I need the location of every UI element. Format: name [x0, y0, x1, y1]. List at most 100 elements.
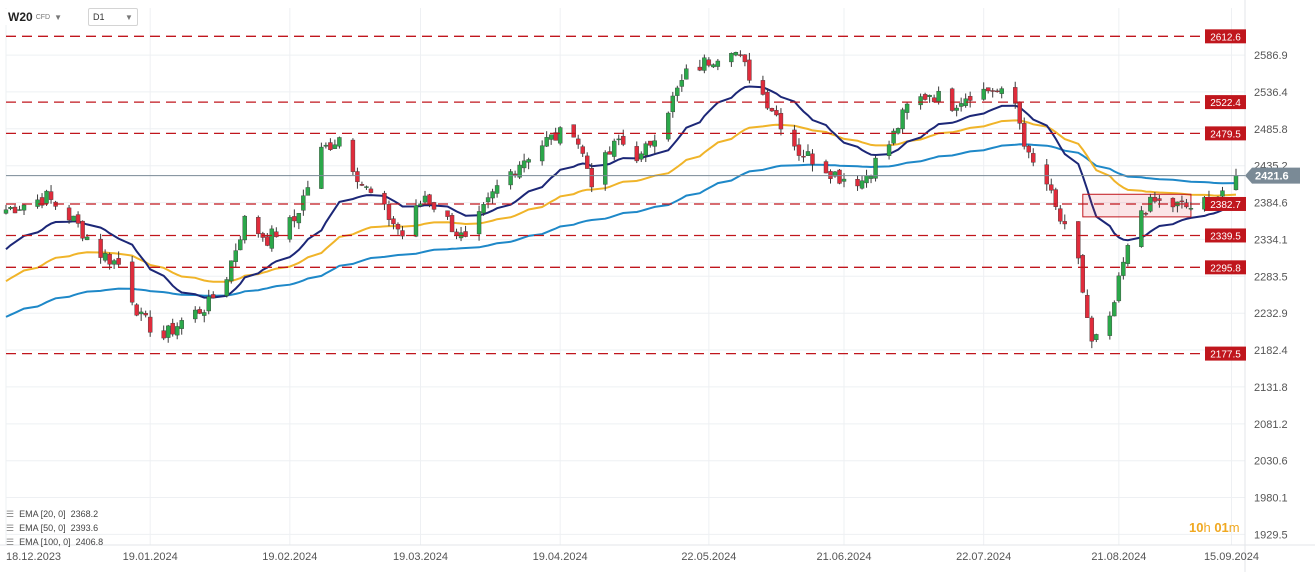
- candle: [670, 91, 676, 118]
- candle: [548, 134, 554, 145]
- candle-body: [900, 109, 905, 130]
- candle-body: [886, 144, 892, 156]
- candle-body: [1062, 221, 1067, 225]
- candle-body: [296, 213, 302, 224]
- candle-body: [544, 137, 549, 147]
- candle-body: [666, 112, 671, 140]
- candle: [904, 102, 910, 120]
- candle-body: [873, 157, 878, 179]
- candle: [305, 180, 311, 196]
- countdown-hours-unit: h: [1203, 520, 1211, 535]
- candle-body: [1184, 202, 1189, 208]
- candle-body: [35, 199, 40, 207]
- candle: [274, 227, 279, 238]
- level-label-bg: [1205, 260, 1246, 275]
- level-label-bg: [1205, 29, 1246, 44]
- candle-body: [1076, 221, 1081, 259]
- candle: [679, 74, 685, 92]
- candle: [985, 87, 991, 94]
- legend-item-ema100[interactable]: ☰ EMA [100, 0] 2406.8: [6, 535, 103, 549]
- legend-ema20-value: 2368.2: [70, 509, 99, 519]
- candle: [603, 150, 608, 191]
- candle: [111, 258, 117, 269]
- candle: [747, 52, 752, 84]
- candle: [242, 215, 247, 244]
- candle: [792, 125, 797, 151]
- candle-body: [1152, 197, 1158, 202]
- candle: [418, 200, 423, 208]
- candle: [211, 291, 216, 299]
- candle: [702, 54, 707, 74]
- candle: [1080, 254, 1086, 294]
- candle-body: [517, 164, 522, 178]
- candle-body: [526, 159, 531, 163]
- candle-body: [697, 66, 703, 71]
- candle: [66, 204, 72, 224]
- legend-item-ema20[interactable]: ☰ EMA [20, 0] 2368.2: [6, 507, 103, 521]
- candle: [900, 107, 905, 134]
- candle-body: [1170, 197, 1176, 208]
- candle: [697, 59, 703, 72]
- candle-body: [319, 146, 324, 189]
- candle: [675, 85, 680, 102]
- candle-body: [603, 152, 608, 185]
- candle-body: [134, 304, 139, 316]
- candle-body: [891, 130, 896, 144]
- candle: [769, 107, 775, 112]
- price-tick-label: 2232.9: [1254, 308, 1288, 320]
- candle: [179, 317, 184, 335]
- candle-body: [206, 296, 211, 312]
- candle: [1076, 221, 1081, 265]
- candle-body: [1031, 153, 1036, 163]
- candle: [733, 51, 739, 57]
- candle-body: [84, 236, 90, 241]
- candle-body: [17, 209, 22, 211]
- candle: [999, 86, 1004, 99]
- price-tick-label: 2384.6: [1254, 198, 1288, 210]
- candle: [1107, 311, 1113, 340]
- candle: [53, 200, 58, 210]
- candle: [193, 306, 198, 323]
- candle: [368, 186, 374, 194]
- candle: [864, 169, 869, 188]
- candle-body: [21, 204, 27, 211]
- candle: [1125, 243, 1131, 267]
- candle-body: [129, 261, 135, 303]
- candle: [161, 325, 166, 341]
- timeframe-selector[interactable]: D1 ▼: [88, 8, 138, 26]
- candle-body: [39, 197, 45, 206]
- candle-body: [350, 139, 356, 172]
- candle-body: [8, 207, 13, 209]
- candle: [742, 54, 748, 67]
- price-tick-label: 1980.1: [1254, 493, 1288, 505]
- candle-body: [193, 309, 198, 320]
- legend-item-ema50[interactable]: ☰ EMA [50, 0] 2393.6: [6, 521, 103, 535]
- price-tick-label: 1929.5: [1254, 529, 1288, 541]
- candle: [229, 260, 234, 284]
- candle-body: [1188, 208, 1194, 210]
- candle: [512, 170, 518, 178]
- candle: [21, 203, 27, 216]
- candle: [801, 149, 806, 163]
- candle: [1121, 257, 1126, 280]
- candle-body: [1179, 200, 1185, 203]
- candle-body: [868, 175, 874, 179]
- candle: [143, 310, 148, 318]
- candle: [494, 179, 500, 198]
- candle-body: [810, 153, 815, 165]
- candle-body: [711, 64, 716, 68]
- candle: [855, 175, 860, 191]
- candle-body: [742, 54, 748, 63]
- candle-body: [3, 209, 9, 214]
- candle-body: [738, 54, 743, 56]
- candle: [544, 131, 549, 147]
- candle-body: [778, 113, 784, 130]
- symbol-selector[interactable]: W20 CFD ▼: [4, 9, 66, 25]
- candle: [810, 149, 815, 172]
- candle: [413, 199, 419, 238]
- candle-body: [859, 180, 865, 189]
- candle-body: [580, 146, 585, 154]
- candle-body: [400, 230, 405, 237]
- candle: [8, 206, 13, 211]
